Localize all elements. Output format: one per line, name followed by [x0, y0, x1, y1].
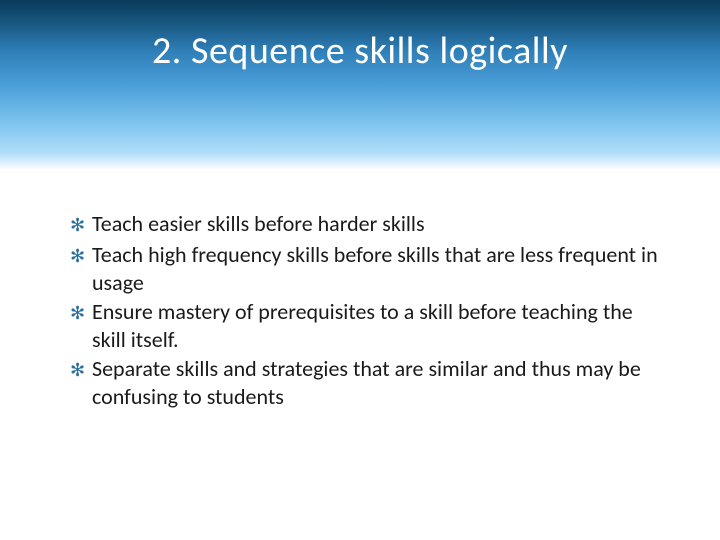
bullet-text: Ensure mastery of prerequisites to a ski… [92, 298, 660, 353]
list-item: ✻ Ensure mastery of prerequisites to a s… [70, 298, 660, 353]
asterisk-icon: ✻ [70, 210, 92, 239]
slide: 2. Sequence skills logically ✻ Teach eas… [0, 0, 720, 540]
title-band: 2. Sequence skills logically [0, 0, 720, 170]
bullet-text: Separate skills and strategies that are … [92, 355, 660, 410]
asterisk-icon: ✻ [70, 298, 92, 327]
bullet-text: Teach high frequency skills before skill… [92, 241, 660, 296]
asterisk-icon: ✻ [70, 241, 92, 270]
bullet-text: Teach easier skills before harder skills [92, 210, 660, 238]
list-item: ✻ Teach high frequency skills before ski… [70, 241, 660, 296]
asterisk-icon: ✻ [70, 355, 92, 384]
slide-title: 2. Sequence skills logically [152, 28, 568, 74]
list-item: ✻ Teach easier skills before harder skil… [70, 210, 660, 239]
list-item: ✻ Separate skills and strategies that ar… [70, 355, 660, 410]
slide-body: ✻ Teach easier skills before harder skil… [70, 210, 660, 412]
